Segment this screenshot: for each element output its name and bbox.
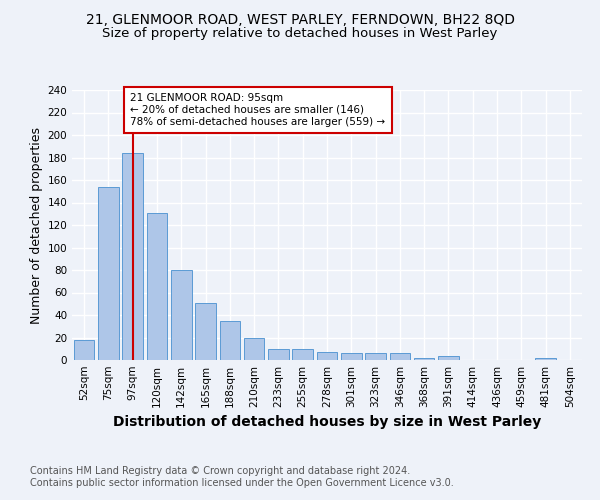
Bar (292, 349, 313, 360)
Bar (414, 358, 434, 360)
Bar (74, 340, 94, 360)
Bar (268, 349, 289, 360)
Bar (98, 186, 119, 360)
Bar (535, 358, 556, 360)
Text: 21 GLENMOOR ROAD: 95sqm
← 20% of detached houses are smaller (146)
78% of semi-d: 21 GLENMOOR ROAD: 95sqm ← 20% of detache… (130, 94, 385, 126)
Bar (244, 338, 265, 360)
Text: Size of property relative to detached houses in West Parley: Size of property relative to detached ho… (103, 28, 497, 40)
Bar (122, 153, 143, 360)
Bar (389, 353, 410, 360)
Text: Contains HM Land Registry data © Crown copyright and database right 2024.
Contai: Contains HM Land Registry data © Crown c… (30, 466, 454, 487)
Bar (341, 353, 362, 360)
Bar (220, 320, 240, 360)
Bar (317, 352, 337, 360)
Bar (438, 356, 459, 360)
Y-axis label: Number of detached properties: Number of detached properties (30, 126, 43, 324)
X-axis label: Distribution of detached houses by size in West Parley: Distribution of detached houses by size … (113, 416, 541, 430)
Bar (365, 353, 386, 360)
Bar (195, 302, 216, 360)
Bar (171, 270, 191, 360)
Bar (146, 212, 167, 360)
Text: 21, GLENMOOR ROAD, WEST PARLEY, FERNDOWN, BH22 8QD: 21, GLENMOOR ROAD, WEST PARLEY, FERNDOWN… (86, 12, 515, 26)
